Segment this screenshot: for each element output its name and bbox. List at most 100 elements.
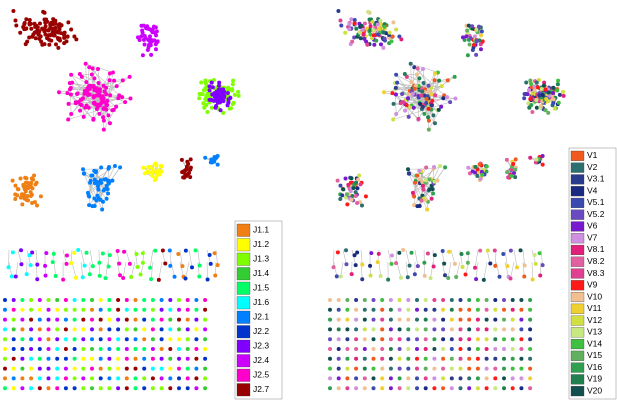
node <box>37 21 42 26</box>
node <box>428 276 433 281</box>
node <box>397 376 402 381</box>
node <box>30 186 35 191</box>
node <box>72 34 77 39</box>
node <box>437 78 442 83</box>
node <box>356 177 361 182</box>
node <box>446 276 451 281</box>
node <box>85 190 90 195</box>
node <box>46 327 51 332</box>
edge <box>26 249 31 266</box>
node <box>3 376 7 381</box>
node <box>422 273 427 278</box>
node <box>95 183 100 188</box>
node <box>447 249 452 254</box>
node <box>540 153 545 158</box>
node <box>511 170 516 175</box>
node <box>11 298 16 302</box>
node <box>46 386 51 391</box>
node <box>142 386 147 391</box>
node <box>90 204 95 209</box>
node <box>388 307 393 312</box>
node <box>421 80 426 85</box>
node <box>432 376 437 381</box>
node <box>423 337 428 342</box>
node <box>11 8 16 13</box>
node <box>402 72 407 77</box>
legend-swatch <box>570 174 585 185</box>
node <box>497 274 502 279</box>
node <box>371 327 376 332</box>
node <box>413 180 418 185</box>
node <box>149 52 154 57</box>
node <box>555 82 560 87</box>
node <box>419 93 424 98</box>
legend-label: V19 <box>587 374 602 384</box>
node <box>358 182 363 187</box>
node <box>99 96 104 101</box>
node <box>514 265 519 270</box>
node <box>72 317 77 322</box>
node <box>56 30 61 35</box>
node <box>534 98 539 103</box>
node <box>236 93 241 98</box>
node <box>397 337 402 342</box>
node <box>150 317 155 322</box>
node <box>475 307 480 312</box>
edge <box>394 82 423 110</box>
node <box>150 307 155 312</box>
node <box>374 38 379 43</box>
node <box>55 337 60 342</box>
node <box>533 261 538 266</box>
node <box>412 203 417 208</box>
node <box>362 366 367 371</box>
node <box>423 356 428 361</box>
node <box>380 386 385 391</box>
legend-swatch <box>570 339 585 350</box>
node <box>142 376 147 381</box>
node <box>336 366 341 371</box>
edge <box>531 249 537 265</box>
node <box>476 24 481 29</box>
node <box>380 366 385 371</box>
node <box>426 115 431 120</box>
node <box>90 327 94 332</box>
node <box>204 82 209 87</box>
node <box>435 70 440 75</box>
node <box>107 327 112 332</box>
node <box>371 386 376 391</box>
node <box>19 262 24 267</box>
node <box>502 366 506 371</box>
node <box>154 169 159 174</box>
edge <box>504 249 508 267</box>
node <box>411 105 416 110</box>
legend-label: V12 <box>587 315 602 325</box>
node <box>25 193 30 198</box>
node <box>200 92 205 97</box>
node <box>528 366 533 371</box>
node <box>467 307 472 312</box>
node <box>177 337 181 342</box>
node <box>493 317 498 322</box>
node <box>465 251 470 256</box>
node <box>354 386 359 391</box>
node <box>231 100 236 105</box>
node <box>432 337 437 342</box>
node <box>475 356 480 361</box>
node <box>362 36 367 41</box>
node <box>506 175 511 180</box>
node <box>107 78 112 83</box>
node <box>502 337 506 342</box>
legend-label: V6 <box>587 221 598 231</box>
node <box>95 180 100 185</box>
node <box>63 376 68 381</box>
node <box>90 386 94 391</box>
edge <box>80 261 84 278</box>
node <box>31 177 36 182</box>
node <box>528 155 533 160</box>
node <box>336 337 341 342</box>
node <box>79 74 84 79</box>
node <box>145 169 150 174</box>
node <box>183 276 188 281</box>
node <box>432 121 437 126</box>
